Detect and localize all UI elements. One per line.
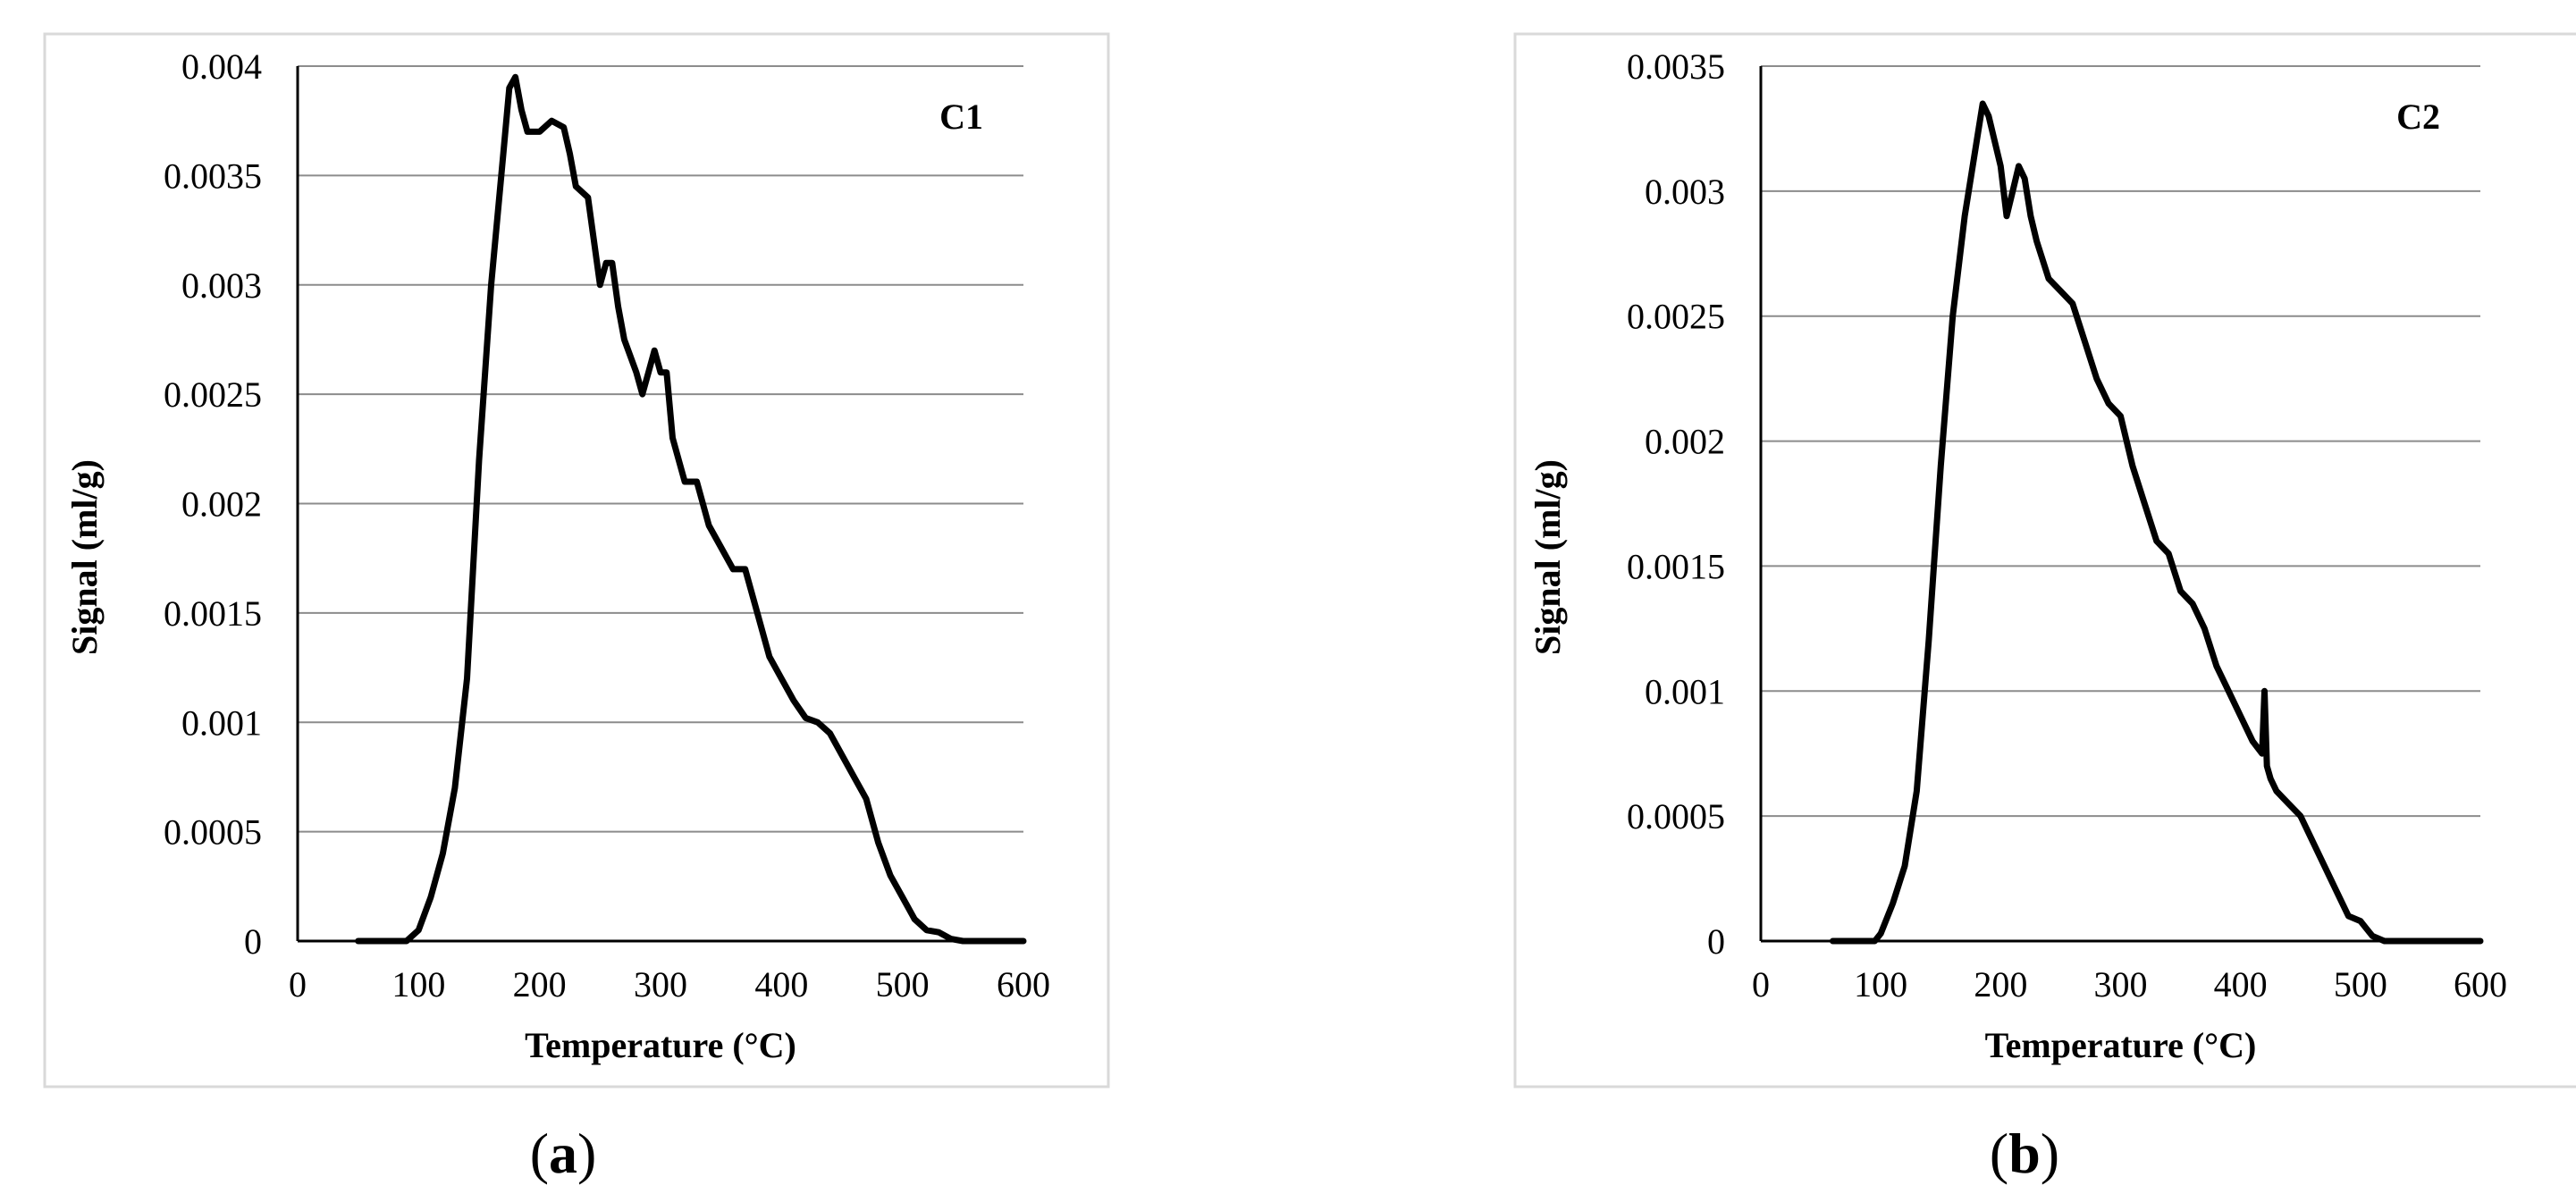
gridlines-a	[298, 65, 1023, 833]
y-tick-label-a: 0.002	[181, 484, 262, 525]
x-axis-title-a: Temperature (°C)	[525, 1025, 796, 1065]
y-tick-label-b: 0.0035	[1627, 46, 1725, 87]
y-tick-label-b: 0.002	[1645, 422, 1725, 462]
y-axis-title-b: Signal (ml/g)	[1528, 459, 1568, 655]
x-tick-label-b: 0	[1752, 964, 1770, 1004]
y-tick-label-a: 0.0005	[164, 812, 262, 853]
y-tick-label-a: 0.0035	[164, 156, 262, 196]
y-tick-label-a: 0.0015	[164, 593, 262, 634]
x-tick-label-a: 500	[876, 964, 930, 1004]
y-tick-label-b: 0	[1707, 921, 1725, 962]
x-tick-label-a: 400	[754, 964, 808, 1004]
panel-label-c1: C1	[939, 97, 983, 137]
chart-frame-b	[1513, 32, 2576, 1089]
y-tick-label-a: 0	[244, 921, 262, 962]
x-tick-label-a: 200	[513, 964, 567, 1004]
panel-label-c2: C2	[2396, 97, 2440, 137]
y-axis-title-a: Signal (ml/g)	[64, 459, 105, 655]
x-tick-label-a: 600	[997, 964, 1050, 1004]
x-tick-label-a: 0	[289, 964, 307, 1004]
y-tick-label-a: 0.001	[181, 702, 262, 743]
caption-letter-b: b	[2008, 1122, 2041, 1185]
x-axis-title-b: Temperature (°C)	[1985, 1025, 2257, 1065]
x-tick-label-a: 100	[391, 964, 445, 1004]
y-tick-label-b: 0.0025	[1627, 297, 1725, 337]
y-tick-labels-a: 0 0.0005 0.001 0.0015 0.002 0.0025 0.003 0.0035…	[164, 46, 262, 962]
x-tick-label-b: 400	[2214, 964, 2268, 1004]
caption-a: (a)	[530, 1122, 597, 1185]
y-tick-label-a: 0.003	[181, 265, 262, 306]
caption-letter-a: a	[549, 1122, 577, 1185]
gridlines-b	[1761, 65, 2480, 818]
x-tick-label-b: 600	[2454, 964, 2507, 1004]
chart-panel-b: 0 0.0005 0.001 0.0015 0.002 0.0025 0.003 0.0035…	[1513, 32, 2576, 1089]
y-tick-label-b: 0.0005	[1627, 796, 1725, 836]
y-tick-label-b: 0.003	[1645, 172, 1725, 212]
signal-curve-c1	[355, 73, 1027, 945]
y-tick-labels-b: 0 0.0005 0.001 0.0015 0.002 0.0025 0.003 0.0035	[1627, 46, 1725, 962]
x-tick-labels-a: 0 100 200 300 400 500 600	[289, 964, 1050, 1004]
x-tick-labels-b: 0 100 200 300 400 500 600	[1752, 964, 2507, 1004]
y-tick-label-a: 0.004	[181, 46, 262, 87]
chart-frame-a	[43, 32, 1110, 1089]
y-tick-label-a: 0.0025	[164, 374, 262, 415]
x-tick-label-b: 100	[1854, 964, 1907, 1004]
signal-curve-c2	[1830, 100, 2484, 945]
y-tick-label-b: 0.001	[1645, 671, 1725, 711]
chart-panel-a: 0 0.0005 0.001 0.0015 0.002 0.0025 0.003 0.0035…	[43, 32, 1110, 1089]
x-tick-label-a: 300	[634, 964, 687, 1004]
x-tick-label-b: 200	[1974, 964, 2027, 1004]
x-tick-label-b: 300	[2094, 964, 2148, 1004]
y-tick-label-b: 0.0015	[1627, 546, 1725, 586]
caption-b: (b)	[1990, 1122, 2059, 1185]
x-tick-label-b: 500	[2334, 964, 2387, 1004]
